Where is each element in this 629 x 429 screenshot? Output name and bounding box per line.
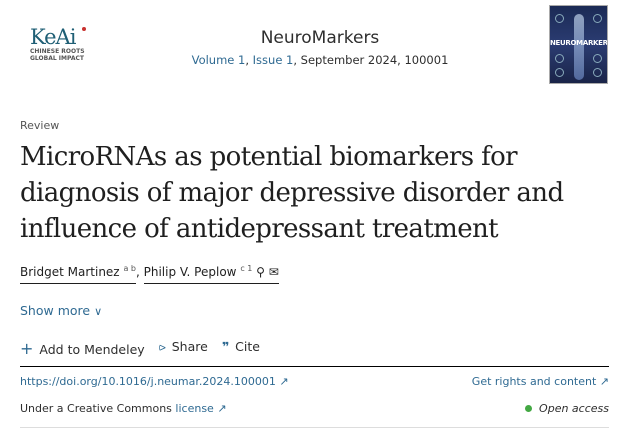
article-title: MicroRNAs as potential biomarkers for di… (20, 142, 564, 244)
cite-button[interactable]: ❞ Cite (221, 339, 260, 354)
divider (20, 366, 609, 367)
doi-link[interactable]: https://doi.org/10.1016/j.neumar.2024.10… (20, 375, 289, 388)
logo-tagline: GLOBAL IMPACT (30, 55, 84, 62)
divider (20, 427, 609, 428)
show-more-button[interactable]: Show more ∨ (20, 303, 103, 318)
person-icon: ⚲ (256, 265, 265, 279)
license-line: Under a Creative Commons license ↗ (20, 402, 227, 415)
share-icon: ⪧ (158, 339, 166, 354)
issue-link[interactable]: Issue 1 (252, 53, 294, 67)
external-link-icon: ↗ (599, 375, 609, 388)
quote-icon: ❞ (221, 339, 230, 354)
logo-wordmark: KeAi (30, 26, 90, 48)
external-link-icon: ↗ (279, 375, 289, 388)
author-list: Bridget Martinez a b, Philip V. Peplow c… (20, 264, 279, 284)
author-link[interactable]: Philip V. Peplow c 1 ⚲ ✉ (143, 264, 279, 284)
article-actions: + Add to Mendeley ⪧ Share ❞ Cite (20, 339, 260, 358)
open-access-badge: Open access (525, 402, 609, 415)
journal-volume-line: Volume 1, Issue 1, September 2024, 10000… (191, 53, 449, 67)
rights-link[interactable]: Get rights and content ↗ (471, 375, 609, 388)
journal-title[interactable]: NeuroMarkers (260, 28, 380, 48)
license-link[interactable]: license ↗ (175, 402, 227, 415)
status-dot-icon (525, 405, 533, 412)
volume-link[interactable]: Volume 1 (191, 53, 246, 67)
author-link[interactable]: Bridget Martinez a b (20, 264, 136, 284)
logo-tagline: CHINESE ROOTS (30, 48, 85, 55)
add-to-mendeley-button[interactable]: + Add to Mendeley (20, 339, 145, 358)
chevron-down-icon: ∨ (94, 305, 103, 318)
article-type: Review (20, 119, 60, 132)
keai-logo[interactable]: KeAi CHINESE ROOTS GLOBAL IMPACT (30, 26, 90, 62)
share-button[interactable]: ⪧ Share (158, 339, 208, 354)
external-link-icon: ↗ (217, 402, 227, 415)
plus-icon: + (20, 339, 34, 358)
issue-details: , September 2024, 100001 (293, 53, 449, 67)
cover-title: NEUROMARKERS (550, 39, 608, 47)
email-icon: ✉ (268, 265, 279, 279)
journal-cover-image[interactable]: NEUROMARKERS (549, 5, 608, 84)
